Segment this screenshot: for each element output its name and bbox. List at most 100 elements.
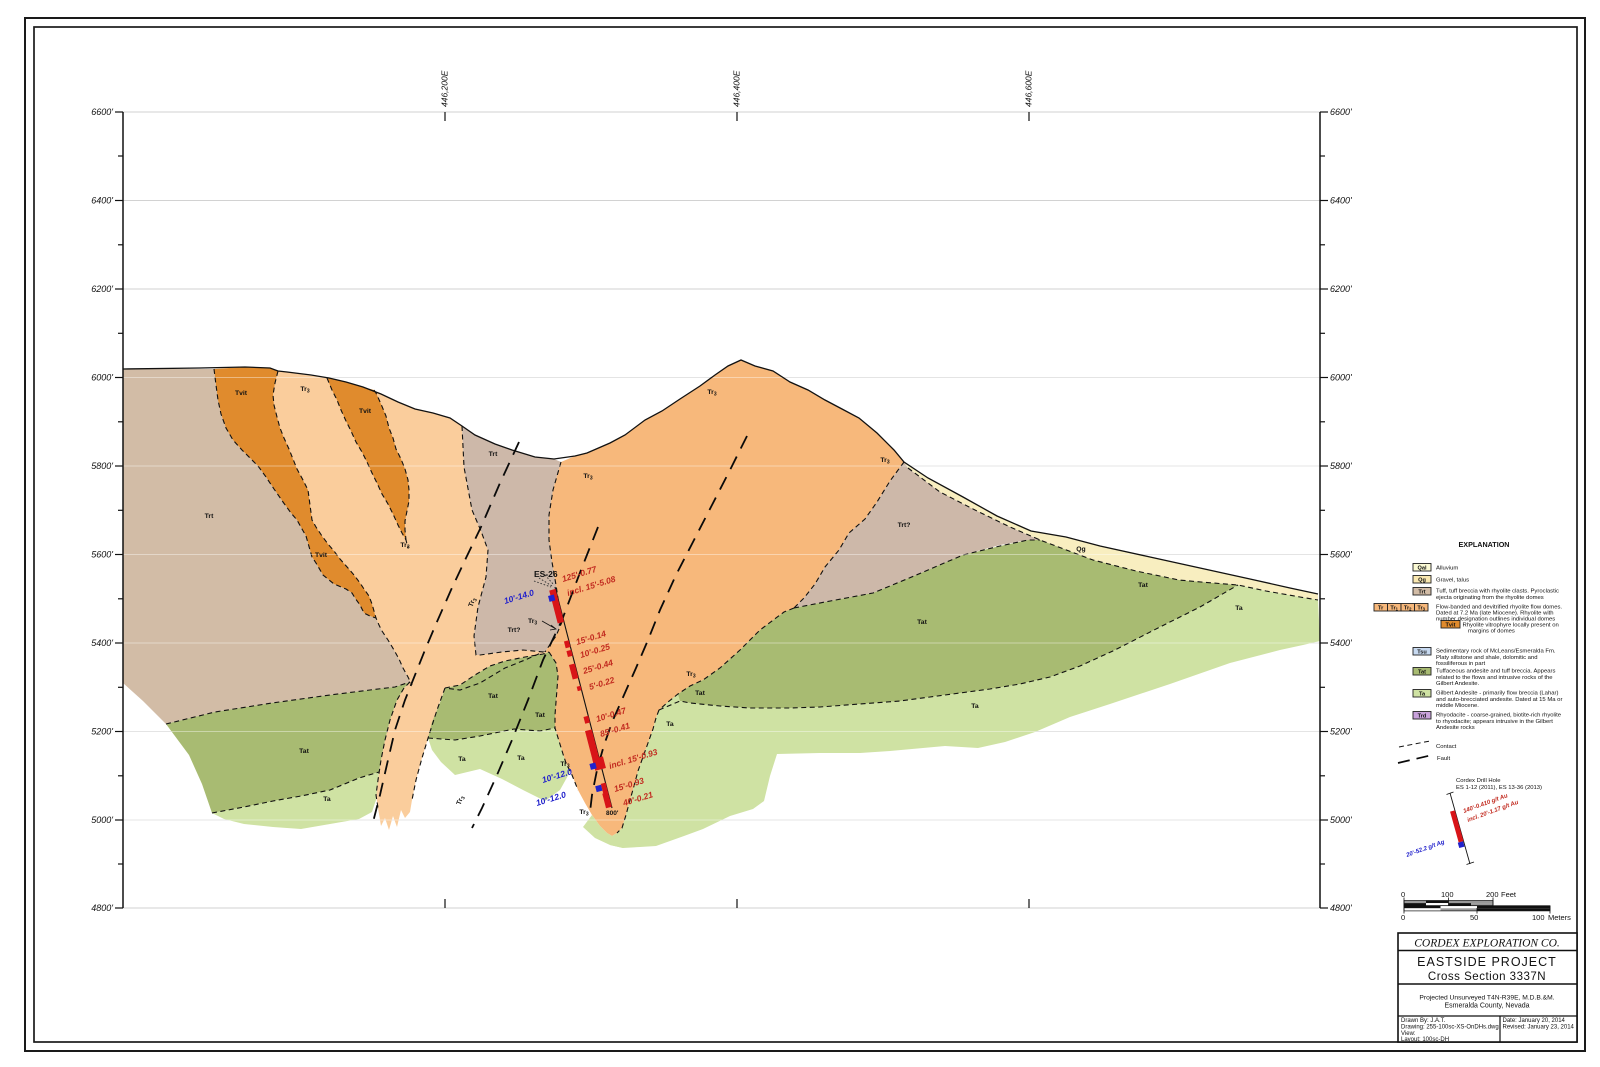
svg-text:Projected Unsurveyed T4N-R39: Projected Unsurveyed T4N-R39E, M.D.B.&M. <box>1419 995 1554 1002</box>
svg-text:Trd: Trd <box>1418 713 1427 719</box>
svg-text:Tsu: Tsu <box>1417 649 1427 655</box>
svg-text:5400': 5400' <box>1330 638 1352 648</box>
svg-text:800': 800' <box>606 810 619 817</box>
svg-text:Cordex Drill Hole: Cordex Drill Hole <box>1456 778 1501 784</box>
svg-text:Tat: Tat <box>695 690 705 697</box>
svg-text:to rhyodacite; appears intrusi: to rhyodacite; appears intrusive in the … <box>1436 719 1553 725</box>
svg-text:Andesite rocks: Andesite rocks <box>1436 725 1475 731</box>
svg-text:446,200E: 446,200E <box>440 70 450 107</box>
svg-text:200: 200 <box>1486 890 1499 899</box>
svg-text:Tr3: Tr3 <box>528 618 537 627</box>
svg-text:Platy siltstone and shale, dol: Platy siltstone and shale, dolomitic and <box>1436 655 1538 661</box>
svg-text:6200': 6200' <box>1330 284 1352 294</box>
svg-text:Tr2: Tr2 <box>1404 605 1412 611</box>
svg-text:6200': 6200' <box>91 284 113 294</box>
svg-text:Gilbert Andesite - primarily f: Gilbert Andesite - primarily flow brecci… <box>1436 691 1558 697</box>
svg-text:ES-26: ES-26 <box>534 569 558 579</box>
svg-text:EASTSIDE PROJECT: EASTSIDE PROJECT <box>1417 955 1557 969</box>
svg-text:CORDEX EXPLORATION CO.: CORDEX EXPLORATION CO. <box>1414 938 1560 950</box>
svg-text:4800': 4800' <box>91 903 113 913</box>
svg-text:Esmeralda County, Nevada: Esmeralda County, Nevada <box>1444 1003 1529 1010</box>
svg-text:Ta: Ta <box>1419 691 1426 697</box>
svg-text:View:: View: <box>1401 1031 1416 1037</box>
svg-text:Tuff, tuff breccia with rhyoli: Tuff, tuff breccia with rhyolite clasts.… <box>1436 589 1559 595</box>
svg-text:Tat: Tat <box>1138 582 1148 589</box>
svg-text:Qg: Qg <box>1076 546 1085 553</box>
svg-text:6400': 6400' <box>1330 196 1352 206</box>
svg-text:Trt: Trt <box>489 451 498 458</box>
svg-text:Tvit: Tvit <box>1446 622 1456 628</box>
svg-text:Rhyodacite - coarse-grained, b: Rhyodacite - coarse-grained, biotite-ric… <box>1436 713 1562 719</box>
svg-text:Qg: Qg <box>1418 577 1426 583</box>
svg-text:6600': 6600' <box>91 107 113 117</box>
svg-text:Sedimentary rock of McLeans/Es: Sedimentary rock of McLeans/Esmeralda Fm… <box>1436 649 1556 655</box>
svg-text:Tr3: Tr3 <box>583 473 592 482</box>
svg-text:margins of domes: margins of domes <box>1468 629 1515 635</box>
svg-text:Ta: Ta <box>323 796 331 803</box>
svg-text:Tr1: Tr1 <box>1390 605 1398 611</box>
svg-text:Drawn By: J.A.T.: Drawn By: J.A.T. <box>1401 1018 1446 1024</box>
svg-text:5200': 5200' <box>91 727 113 737</box>
svg-text:Tr3: Tr3 <box>1417 605 1425 611</box>
svg-text:Tat: Tat <box>917 619 927 626</box>
svg-text:Tr3: Tr3 <box>400 542 409 551</box>
svg-text:Fault: Fault <box>1437 756 1450 762</box>
svg-text:Tat: Tat <box>535 712 545 719</box>
svg-text:Tvit: Tvit <box>359 408 372 415</box>
svg-text:100: 100 <box>1441 890 1454 899</box>
svg-text:6000': 6000' <box>1330 373 1352 383</box>
svg-text:Tr3: Tr3 <box>880 457 889 466</box>
svg-text:Tr3: Tr3 <box>468 597 479 609</box>
svg-text:100: 100 <box>1532 913 1545 922</box>
svg-text:Tat: Tat <box>488 693 498 700</box>
svg-text:Meters: Meters <box>1548 913 1571 922</box>
svg-text:6400': 6400' <box>91 196 113 206</box>
svg-text:Alluvium: Alluvium <box>1436 566 1458 572</box>
svg-text:Tat: Tat <box>299 748 309 755</box>
svg-text:EXPLANATION: EXPLANATION <box>1459 540 1510 549</box>
svg-text:ejecta originating from the rh: ejecta originating from the rhyolite dom… <box>1436 595 1544 601</box>
svg-text:50: 50 <box>1470 913 1478 922</box>
svg-text:Flow-banded and devitrified rh: Flow-banded and devitrified rhyolite flo… <box>1436 604 1562 610</box>
svg-text:Rhyolite vitrophyre locally pr: Rhyolite vitrophyre locally present on <box>1463 622 1559 628</box>
svg-text:5600': 5600' <box>91 550 113 560</box>
svg-text:Trt?: Trt? <box>508 627 521 634</box>
svg-text:5000': 5000' <box>91 815 113 825</box>
svg-text:Ta: Ta <box>517 755 525 762</box>
svg-text:Tr3: Tr3 <box>300 386 309 395</box>
svg-text:Ta: Ta <box>666 721 674 728</box>
svg-text:Qal: Qal <box>1417 565 1426 571</box>
svg-text:Trt: Trt <box>205 513 214 520</box>
svg-text:Tr: Tr <box>1378 605 1384 611</box>
svg-text:Cross Section 3337N: Cross Section 3337N <box>1428 971 1546 983</box>
svg-text:0: 0 <box>1401 913 1405 922</box>
svg-text:middle Miocene.: middle Miocene. <box>1436 703 1479 709</box>
svg-text:Ta: Ta <box>1235 605 1243 612</box>
svg-text:5400': 5400' <box>91 638 113 648</box>
svg-text:fossiliferous in part: fossiliferous in part <box>1436 661 1485 667</box>
svg-text:Tr3: Tr3 <box>579 809 588 818</box>
svg-text:5600': 5600' <box>1330 550 1352 560</box>
svg-text:Drawing: 255-100sc-XS-OnDHs.d: Drawing: 255-100sc-XS-OnDHs.dwg <box>1401 1025 1499 1031</box>
svg-text:6000': 6000' <box>91 373 113 383</box>
svg-text:Contact: Contact <box>1436 744 1457 750</box>
svg-text:Tr3: Tr3 <box>560 761 569 770</box>
svg-text:5200': 5200' <box>1330 727 1352 737</box>
svg-text:Tvit: Tvit <box>235 390 248 397</box>
svg-text:Tr3: Tr3 <box>686 671 695 680</box>
svg-text:5000': 5000' <box>1330 815 1352 825</box>
svg-text:Ta: Ta <box>971 703 979 710</box>
svg-text:Trt: Trt <box>1418 589 1425 595</box>
svg-text:Dated at 7.2 Ma (late Miocene): Dated at 7.2 Ma (late Miocene). Rhyolite… <box>1436 611 1554 617</box>
svg-text:Gravel, talus: Gravel, talus <box>1436 578 1469 584</box>
svg-text:Feet: Feet <box>1501 890 1517 899</box>
svg-text:Gilbert Andesite.: Gilbert Andesite. <box>1436 681 1480 687</box>
svg-text:Trt?: Trt? <box>898 522 911 529</box>
svg-text:Date: January 20, 2014: Date: January 20, 2014 <box>1503 1018 1566 1024</box>
svg-text:4800': 4800' <box>1330 903 1352 913</box>
svg-text:Ta: Ta <box>458 756 466 763</box>
svg-text:446,600E: 446,600E <box>1024 70 1034 107</box>
svg-text:Tvit: Tvit <box>315 552 328 559</box>
svg-text:446,400E: 446,400E <box>732 70 742 107</box>
svg-text:Tr3: Tr3 <box>456 795 467 807</box>
